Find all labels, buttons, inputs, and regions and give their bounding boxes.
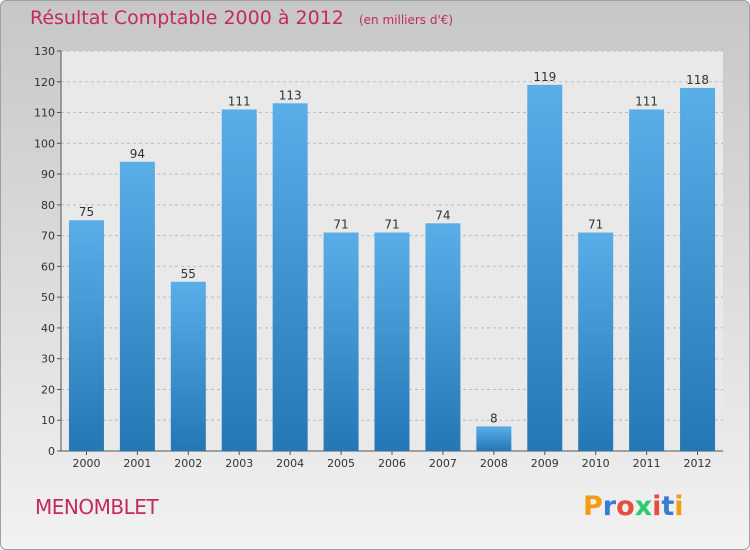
logo-letter: i [674, 491, 684, 522]
y-tick-label: 80 [41, 199, 55, 212]
x-tick-label: 2004 [276, 457, 304, 470]
value-label: 55 [181, 267, 196, 281]
value-label: 118 [686, 73, 709, 87]
y-tick-label: 30 [41, 353, 55, 366]
x-tick-label: 2008 [480, 457, 508, 470]
y-tick-label: 50 [41, 291, 55, 304]
bar [68, 220, 104, 451]
x-tick-label: 2000 [72, 457, 100, 470]
y-tick-label: 120 [34, 76, 55, 89]
x-tick-label: 2006 [378, 457, 406, 470]
chart-subtitle: (en milliers d'€) [358, 13, 454, 27]
bar [680, 87, 716, 451]
logo-letter: P [583, 491, 603, 522]
bar [323, 232, 359, 451]
y-tick-label: 10 [41, 414, 55, 427]
x-tick-label: 2010 [582, 457, 610, 470]
bar [578, 232, 614, 451]
value-label: 71 [384, 218, 399, 232]
bar [374, 232, 410, 451]
y-tick-label: 100 [34, 137, 55, 150]
chart-title: Résultat Comptable 2000 à 2012 [30, 7, 344, 29]
bar [527, 84, 563, 451]
bar [119, 161, 155, 451]
value-label: 119 [533, 70, 556, 84]
proxiti-logo: Proxiti [583, 491, 684, 522]
x-tick-label: 2009 [531, 457, 559, 470]
logo-letter: t [661, 491, 675, 522]
bar [629, 109, 665, 451]
x-tick-label: 2003 [225, 457, 253, 470]
value-label: 113 [279, 88, 302, 102]
y-tick-label: 0 [48, 445, 55, 458]
x-tick-label: 2011 [633, 457, 661, 470]
bar [272, 103, 308, 452]
logo-letter: o [616, 491, 635, 522]
logo-letter: i [652, 491, 662, 522]
y-tick-label: 70 [41, 230, 55, 243]
bar [476, 426, 512, 451]
value-label: 75 [79, 205, 94, 219]
value-label: 111 [228, 94, 251, 108]
y-tick-label: 130 [34, 45, 55, 58]
y-tick-label: 110 [34, 107, 55, 120]
y-tick-label: 60 [41, 260, 55, 273]
y-tick-label: 90 [41, 168, 55, 181]
value-label: 8 [490, 411, 498, 425]
title-row: Résultat Comptable 2000 à 2012 (en milli… [30, 7, 453, 29]
x-tick-label: 2005 [327, 457, 355, 470]
x-tick-label: 2002 [174, 457, 202, 470]
y-tick-label: 40 [41, 322, 55, 335]
logo-letter: x [634, 491, 653, 522]
value-label: 94 [130, 147, 145, 161]
x-tick-label: 2007 [429, 457, 457, 470]
commune-name: MENOMBLET [35, 495, 159, 519]
bar [170, 281, 206, 451]
value-label: 71 [333, 218, 348, 232]
logo-letter: r [602, 491, 617, 522]
value-label: 111 [635, 94, 658, 108]
bar [221, 109, 257, 451]
x-tick-label: 2012 [684, 457, 712, 470]
x-tick-label: 2001 [123, 457, 151, 470]
value-label: 71 [588, 218, 603, 232]
y-tick-label: 20 [41, 383, 55, 396]
value-label: 74 [435, 208, 450, 222]
bar [425, 223, 461, 451]
